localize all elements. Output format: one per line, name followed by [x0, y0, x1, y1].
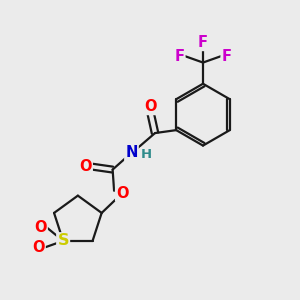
Text: O: O [116, 186, 129, 201]
Text: N: N [125, 145, 138, 160]
Text: O: O [34, 220, 47, 235]
Text: F: F [198, 35, 208, 50]
Text: H: H [141, 148, 152, 161]
Text: F: F [174, 49, 184, 64]
Text: O: O [144, 99, 157, 114]
Text: S: S [57, 233, 69, 248]
Text: O: O [32, 240, 45, 255]
Text: F: F [222, 49, 232, 64]
Text: O: O [79, 159, 92, 174]
